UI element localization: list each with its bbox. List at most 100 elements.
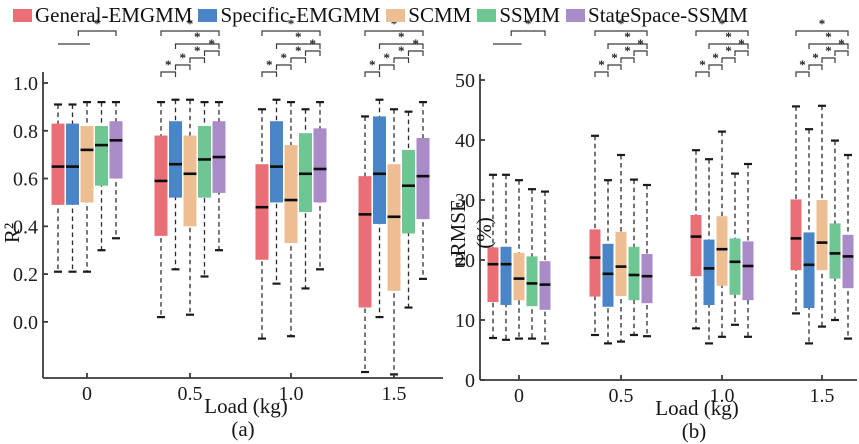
box-StateSpace-SSMM	[641, 254, 653, 304]
box-SSMM	[829, 223, 841, 279]
sig-star: *	[413, 36, 420, 51]
sig-bracket	[174, 43, 220, 49]
sig-star: *	[712, 50, 719, 65]
box-Specific-EMGMM	[500, 246, 512, 305]
box-General-EMGMM	[589, 229, 601, 297]
legend-label: StateSpace-SSMM	[588, 3, 748, 27]
sig-bracket	[594, 71, 609, 77]
box-SCMM	[615, 231, 627, 296]
box-SCMM	[816, 200, 828, 271]
box-General-EMGMM	[358, 176, 372, 308]
legend-swatch-icon	[13, 9, 32, 22]
sig-bracket	[407, 50, 424, 56]
y-tick-label: 0.6	[13, 169, 38, 191]
y-axis-label-b: nRMSE (%)	[446, 199, 496, 267]
sig-star: *	[799, 57, 806, 72]
box-Specific-EMGMM	[703, 239, 715, 305]
box-StateSpace-SSMM	[742, 241, 754, 301]
sig-bracket	[795, 30, 849, 36]
sig-star: *	[624, 29, 631, 44]
box-SSMM	[402, 149, 415, 234]
sig-bracket	[708, 64, 723, 70]
sig-star: *	[384, 50, 391, 65]
sig-bracket	[378, 64, 395, 70]
box-General-EMGMM	[154, 135, 168, 236]
y-tick-label: 0.0	[13, 312, 38, 334]
box-General-EMGMM	[255, 164, 269, 260]
box-StateSpace-SSMM	[416, 137, 430, 220]
y-tick-label: 50	[455, 70, 475, 92]
legend-label: SCMM	[408, 3, 472, 27]
box-SCMM	[284, 145, 298, 244]
x-tick-label: 0	[514, 385, 524, 407]
sig-star: *	[618, 16, 625, 31]
y-tick-label: 20	[455, 250, 475, 272]
sig-bracket	[695, 71, 710, 77]
box-General-EMGMM	[51, 123, 65, 205]
sig-bracket	[695, 30, 749, 36]
sig-star: *	[391, 16, 398, 31]
sig-bracket	[304, 50, 321, 56]
sig-star: *	[194, 29, 201, 44]
box-SCMM	[183, 135, 197, 227]
box-SSMM	[198, 125, 211, 198]
y-tick-label: 0.2	[13, 264, 38, 286]
sig-bracket	[261, 71, 278, 77]
box-StateSpace-SSMM	[842, 234, 854, 289]
sig-bracket	[594, 30, 648, 36]
sig-star: *	[624, 43, 631, 58]
box-SSMM	[628, 246, 640, 301]
sig-star: *	[398, 29, 405, 44]
sig-star: *	[398, 43, 405, 58]
sig-star: *	[295, 29, 302, 44]
sig-star: *	[194, 43, 201, 58]
box-SSMM	[526, 256, 538, 307]
sig-bracket	[708, 43, 749, 49]
sig-star: *	[819, 16, 826, 31]
x-tick-label: 1.0	[279, 383, 304, 405]
sig-star: *	[825, 43, 832, 58]
x-axis-label-a: Load (kg)	[204, 394, 288, 418]
x-tick-label: 0	[82, 383, 92, 405]
sig-star: *	[825, 29, 832, 44]
box-SCMM	[513, 252, 525, 301]
legend-item: SSMM	[477, 3, 560, 28]
x-axis-label-b: Load (kg)	[655, 396, 739, 420]
sig-star: *	[295, 43, 302, 58]
sig-bracket	[174, 64, 191, 70]
sig-bracket	[160, 71, 177, 77]
legend-item: SCMM	[386, 3, 471, 28]
sig-bracket	[607, 64, 622, 70]
sig-bracket	[290, 57, 307, 63]
sig-star: *	[310, 36, 317, 51]
box-SCMM	[80, 125, 94, 203]
box-StateSpace-SSMM	[313, 128, 327, 203]
y-tick-label: 0	[465, 370, 475, 392]
sig-bracket	[795, 71, 810, 77]
sig-star: *	[699, 57, 706, 72]
legend-label: SSMM	[499, 3, 561, 27]
legend-swatch-icon	[566, 9, 586, 22]
sig-star: *	[165, 57, 172, 72]
caption-a: (a)	[231, 417, 255, 441]
sig-bracket	[734, 50, 749, 56]
y-tick-label: 30	[455, 190, 475, 212]
sig-bracket	[808, 64, 823, 70]
sig-bracket	[378, 43, 424, 49]
sig-bracket	[364, 30, 424, 36]
sig-star: *	[266, 57, 273, 72]
sig-bracket	[189, 57, 206, 63]
sig-bracket	[834, 50, 849, 56]
box-SCMM	[387, 164, 401, 291]
sig-bracket	[821, 57, 836, 63]
sig-star: *	[598, 57, 605, 72]
y-tick-label: 1.0	[13, 73, 38, 95]
caption-b: (b)	[681, 419, 707, 443]
legend-swatch-icon	[386, 9, 406, 22]
sig-bracket	[607, 43, 648, 49]
legend-item: General-EMGMM	[13, 3, 192, 28]
sig-bracket	[808, 43, 849, 49]
sig-star: *	[719, 16, 726, 31]
